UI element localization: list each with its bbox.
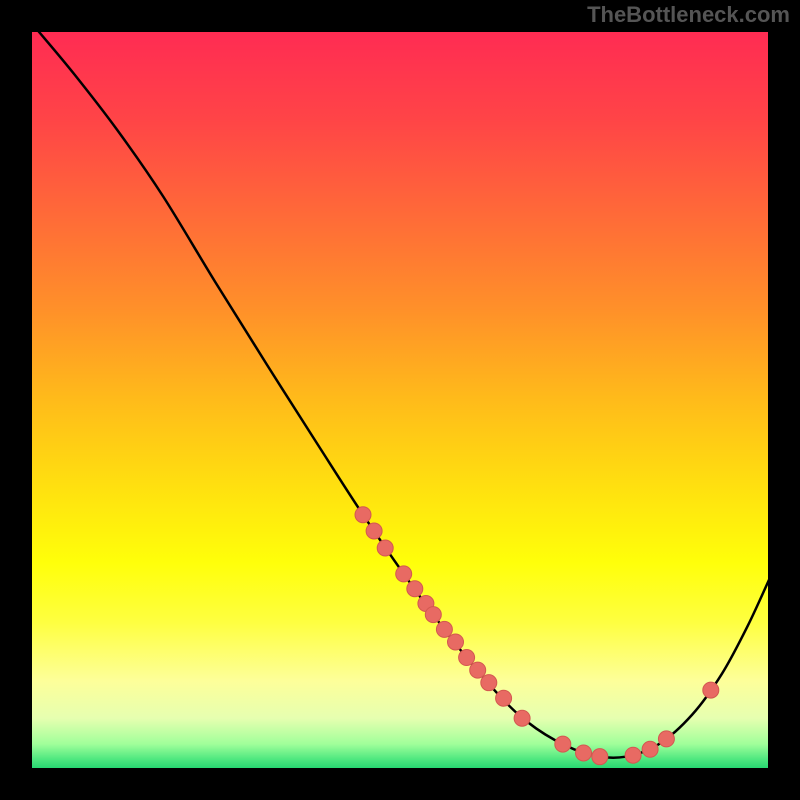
data-marker xyxy=(703,682,719,698)
data-marker xyxy=(481,675,497,691)
watermark-text: TheBottleneck.com xyxy=(587,2,790,28)
data-marker xyxy=(555,736,571,752)
data-marker xyxy=(425,607,441,623)
data-marker xyxy=(592,749,608,765)
data-marker xyxy=(355,507,371,523)
chart-container xyxy=(30,30,770,770)
chart-background xyxy=(30,30,770,770)
data-marker xyxy=(514,710,530,726)
data-marker xyxy=(642,741,658,757)
data-marker xyxy=(576,745,592,761)
data-marker xyxy=(396,566,412,582)
data-marker xyxy=(625,747,641,763)
data-marker xyxy=(459,650,475,666)
data-marker xyxy=(448,634,464,650)
data-marker xyxy=(407,581,423,597)
data-marker xyxy=(377,540,393,556)
data-marker xyxy=(658,731,674,747)
data-marker xyxy=(496,690,512,706)
data-marker xyxy=(436,621,452,637)
data-marker xyxy=(366,523,382,539)
chart-svg xyxy=(30,30,770,770)
data-marker xyxy=(470,662,486,678)
